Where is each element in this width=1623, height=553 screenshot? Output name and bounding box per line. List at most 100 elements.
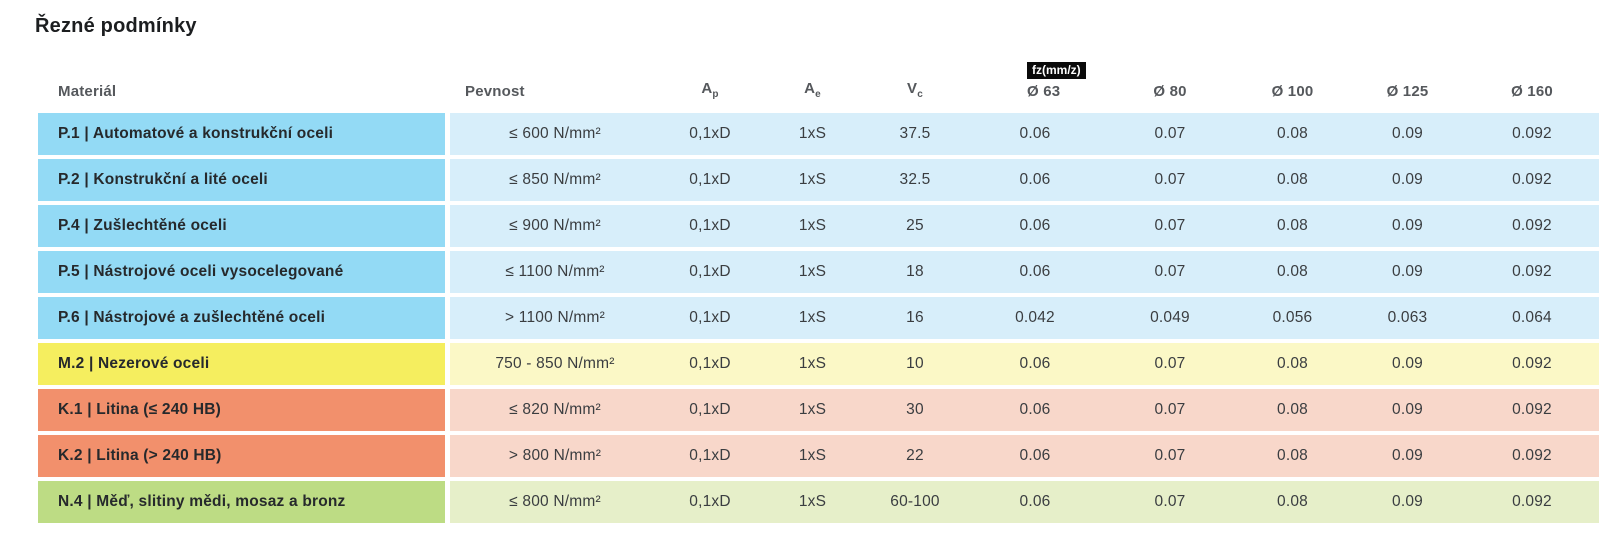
- header-d100: Ø 100: [1271, 83, 1314, 100]
- material-cell: P.6 | Nástrojové a zušlechtěné oceli: [38, 297, 445, 339]
- fz-d160-cell: 0.092: [1512, 355, 1552, 372]
- header-values: Pevnost Ap Ae Vc fz(mm/z) Ø 63 Ø 80 Ø 10…: [450, 62, 1599, 113]
- ap-cell: 0,1xD: [689, 217, 731, 234]
- ae-cell: 1xS: [798, 493, 827, 510]
- ae-cell: 1xS: [798, 355, 827, 372]
- fz-d80-cell: 0.07: [1154, 263, 1186, 280]
- header-ap-sub: p: [712, 89, 719, 100]
- ap-cell: 0,1xD: [689, 401, 731, 418]
- pevnost-cell: > 1100 N/mm²: [505, 309, 605, 326]
- header-pevnost: Pevnost: [465, 83, 525, 100]
- ap-cell: 0,1xD: [689, 263, 731, 280]
- pevnost-cell: ≤ 800 N/mm²: [509, 493, 601, 510]
- table-row: P.5 | Nástrojové oceli vysocelegované ≤ …: [38, 251, 1599, 293]
- row-values: ≤ 900 N/mm² 0,1xD 1xS 25 0.06 0.07 0.08 …: [450, 205, 1599, 247]
- vc-cell: 32.5: [899, 171, 931, 188]
- fz-d80-cell: 0.07: [1154, 355, 1186, 372]
- vc-cell: 16: [906, 309, 924, 326]
- fz-d100-cell: 0.08: [1277, 263, 1308, 280]
- fz-d63-cell: 0.06: [1019, 493, 1051, 510]
- table-row: P.2 | Konstrukční a lité oceli ≤ 850 N/m…: [38, 159, 1599, 201]
- material-cell: M.2 | Nezerové oceli: [38, 343, 445, 385]
- pevnost-cell: > 800 N/mm²: [508, 447, 602, 464]
- ae-cell: 1xS: [798, 171, 827, 188]
- row-values: > 1100 N/mm² 0,1xD 1xS 16 0.042 0.049 0.…: [450, 297, 1599, 339]
- vc-cell: 25: [906, 217, 924, 234]
- pevnost-cell: 750 - 850 N/mm²: [495, 355, 615, 372]
- fz-d63-cell: 0.06: [1019, 401, 1051, 418]
- vc-cell: 37.5: [899, 125, 931, 142]
- fz-d125-cell: 0.09: [1392, 125, 1423, 142]
- fz-d125-cell: 0.09: [1392, 447, 1423, 464]
- table-row: K.2 | Litina (> 240 HB) > 800 N/mm² 0,1x…: [38, 435, 1599, 477]
- header-vc: Vc: [865, 80, 965, 113]
- material-cell: P.2 | Konstrukční a lité oceli: [38, 159, 445, 201]
- material-cell: P.1 | Automatové a konstrukční oceli: [38, 113, 445, 155]
- ae-cell: 1xS: [798, 309, 827, 326]
- pevnost-cell: ≤ 1100 N/mm²: [505, 263, 605, 280]
- fz-d100-cell: 0.08: [1277, 355, 1308, 372]
- fz-d63-cell: 0.06: [1019, 263, 1051, 280]
- fz-d80-cell: 0.07: [1154, 125, 1186, 142]
- row-values: ≤ 820 N/mm² 0,1xD 1xS 30 0.06 0.07 0.08 …: [450, 389, 1599, 431]
- material-cell: P.4 | Zušlechtěné oceli: [38, 205, 445, 247]
- fz-d100-cell: 0.08: [1277, 447, 1308, 464]
- vc-cell: 30: [906, 401, 924, 418]
- header-material: Materiál: [58, 83, 117, 100]
- table-row: K.1 | Litina (≤ 240 HB) ≤ 820 N/mm² 0,1x…: [38, 389, 1599, 431]
- ae-cell: 1xS: [798, 401, 827, 418]
- ae-cell: 1xS: [798, 217, 827, 234]
- material-cell: K.1 | Litina (≤ 240 HB): [38, 389, 445, 431]
- fz-d80-cell: 0.07: [1154, 493, 1186, 510]
- ap-cell: 0,1xD: [689, 309, 731, 326]
- fz-d125-cell: 0.09: [1392, 401, 1423, 418]
- material-cell: N.4 | Měď, slitiny mědi, mosaz a bronz: [38, 481, 445, 523]
- pevnost-cell: ≤ 820 N/mm²: [509, 401, 601, 418]
- fz-d160-cell: 0.092: [1512, 493, 1552, 510]
- table-row: P.6 | Nástrojové a zušlechtěné oceli > 1…: [38, 297, 1599, 339]
- ap-cell: 0,1xD: [689, 493, 731, 510]
- fz-d125-cell: 0.09: [1392, 217, 1423, 234]
- vc-cell: 10: [906, 355, 924, 372]
- cutting-conditions-table: Materiál Pevnost Ap Ae Vc fz(mm/z) Ø 63 …: [38, 56, 1599, 527]
- vc-cell: 60-100: [890, 493, 940, 510]
- header-ae-sub: e: [815, 89, 821, 100]
- fz-unit-badge: fz(mm/z): [1027, 62, 1086, 79]
- ae-cell: 1xS: [798, 447, 827, 464]
- fz-d63-cell: 0.06: [1019, 355, 1051, 372]
- row-values: > 800 N/mm² 0,1xD 1xS 22 0.06 0.07 0.08 …: [450, 435, 1599, 477]
- fz-d160-cell: 0.092: [1512, 263, 1552, 280]
- fz-d160-cell: 0.092: [1512, 401, 1552, 418]
- header-vc-sub: c: [917, 89, 923, 100]
- fz-d80-cell: 0.07: [1154, 217, 1186, 234]
- fz-d63-cell: 0.042: [1015, 309, 1055, 326]
- pevnost-cell: ≤ 900 N/mm²: [509, 217, 601, 234]
- fz-d160-cell: 0.092: [1512, 447, 1552, 464]
- fz-d100-cell: 0.08: [1277, 217, 1308, 234]
- vc-cell: 22: [906, 447, 924, 464]
- header-d160: Ø 160: [1511, 83, 1553, 100]
- fz-d125-cell: 0.09: [1392, 493, 1423, 510]
- header-d63: Ø 63: [1027, 83, 1061, 100]
- header-vc-base: V: [907, 80, 918, 97]
- header-d63-group: fz(mm/z) Ø 63: [965, 62, 1105, 113]
- fz-d100-cell: 0.08: [1277, 401, 1308, 418]
- ap-cell: 0,1xD: [689, 171, 731, 188]
- row-values: 750 - 850 N/mm² 0,1xD 1xS 10 0.06 0.07 0…: [450, 343, 1599, 385]
- fz-d160-cell: 0.092: [1512, 125, 1552, 142]
- fz-d63-cell: 0.06: [1019, 171, 1051, 188]
- fz-d63-cell: 0.06: [1019, 217, 1051, 234]
- fz-d160-cell: 0.092: [1512, 217, 1552, 234]
- fz-d160-cell: 0.064: [1512, 309, 1552, 326]
- ae-cell: 1xS: [798, 263, 827, 280]
- row-values: ≤ 800 N/mm² 0,1xD 1xS 60-100 0.06 0.07 0…: [450, 481, 1599, 523]
- header-ap-base: A: [701, 80, 713, 97]
- fz-d63-cell: 0.06: [1019, 125, 1051, 142]
- header-ae-base: A: [804, 80, 816, 97]
- pevnost-cell: ≤ 600 N/mm²: [509, 125, 601, 142]
- fz-d125-cell: 0.09: [1392, 263, 1423, 280]
- fz-d125-cell: 0.09: [1392, 355, 1423, 372]
- header-ap: Ap: [660, 80, 760, 113]
- fz-d100-cell: 0.08: [1277, 171, 1308, 188]
- vc-cell: 18: [906, 263, 924, 280]
